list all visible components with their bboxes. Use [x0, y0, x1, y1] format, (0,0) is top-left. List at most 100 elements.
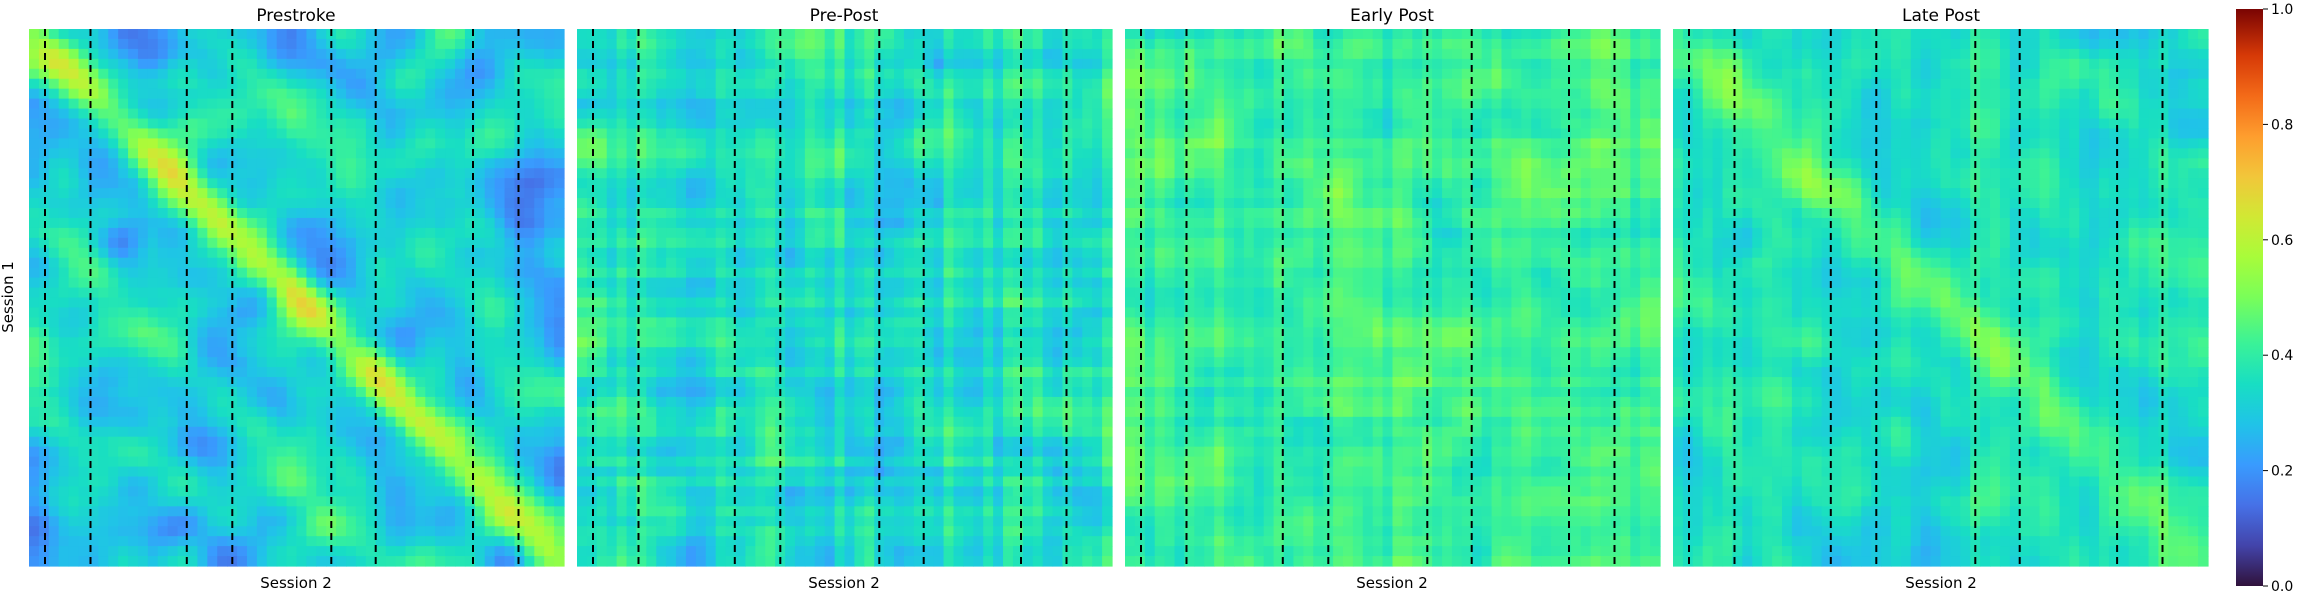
heatmap-cell [933, 68, 945, 80]
heatmap-cell [207, 546, 218, 557]
heatmap-cell [177, 68, 189, 80]
heatmap-cell [187, 158, 199, 169]
heatmap-cell [636, 367, 647, 378]
heatmap-cell [58, 208, 70, 219]
heatmap-cell [864, 357, 875, 368]
heatmap-cell [494, 377, 506, 388]
heatmap-cell [626, 297, 638, 309]
heatmap-cell [177, 58, 189, 70]
heatmap-cell [577, 227, 588, 239]
heatmap-cell [993, 128, 1004, 139]
heatmap-cell [266, 526, 278, 537]
heatmap-cell [58, 387, 70, 398]
heatmap-cell [346, 536, 357, 547]
heatmap-cell [286, 247, 298, 259]
heatmap-cell [1052, 48, 1064, 60]
heatmap-cell [735, 217, 747, 229]
heatmap-cell [336, 217, 347, 229]
heatmap-cell [346, 227, 357, 239]
heatmap-cell [296, 406, 308, 418]
heatmap-cell [1092, 377, 1103, 388]
heatmap-cell [1003, 277, 1014, 289]
heatmap-cell [405, 217, 416, 229]
heatmap-cell [494, 456, 506, 468]
heatmap-cell [785, 38, 796, 50]
heatmap-cell [147, 247, 159, 259]
heatmap-cell [953, 68, 964, 80]
heatmap-cell [695, 128, 707, 139]
heatmap-cell [596, 277, 608, 289]
heatmap-cell [616, 377, 628, 388]
heatmap-cell [78, 237, 90, 249]
heatmap-cell [755, 68, 766, 80]
heatmap-cell [177, 227, 189, 239]
heatmap-cell [943, 118, 955, 130]
heatmap-cell [1042, 29, 1054, 40]
heatmap-cell [993, 357, 1004, 368]
heatmap-cell [504, 526, 516, 537]
heatmap-cell [494, 347, 506, 358]
heatmap-cell [29, 48, 40, 60]
heatmap-cell [256, 277, 268, 289]
heatmap-cell [197, 178, 208, 189]
heatmap-cell [157, 516, 169, 527]
heatmap-cell [973, 227, 984, 239]
heatmap-cell [48, 506, 60, 517]
heatmap-cell [137, 29, 149, 40]
heatmap-cell [1052, 118, 1064, 130]
heatmap-cell [884, 287, 895, 299]
heatmap-cell [88, 118, 99, 130]
heatmap-cell [484, 426, 496, 438]
heatmap-cell [157, 526, 169, 537]
heatmap-cell [854, 168, 865, 179]
heatmap-cell [78, 506, 90, 517]
heatmap-cell [735, 247, 747, 259]
heatmap-cell [336, 496, 347, 507]
heatmap-cell [484, 257, 496, 269]
heatmap-cell [108, 38, 119, 50]
heatmap-cell [554, 108, 565, 120]
heatmap-cell [435, 526, 446, 537]
heatmap-cell [715, 317, 727, 328]
heatmap-cell [636, 198, 647, 209]
heatmap-cell [464, 347, 476, 358]
heatmap-cell [276, 446, 288, 458]
heatmap-cell [266, 217, 278, 229]
heatmap-cell [128, 456, 139, 468]
heatmap-cell [177, 277, 189, 289]
heatmap-cell [544, 456, 555, 468]
heatmap-cell [494, 48, 506, 60]
heatmap-cell [346, 138, 357, 149]
heatmap-cell [365, 526, 377, 537]
heatmap-cell [884, 347, 895, 358]
heatmap-cell [58, 38, 70, 50]
heatmap-cell [1092, 227, 1103, 239]
heatmap-cell [455, 536, 466, 547]
heatmap-cell [98, 108, 109, 120]
heatmap-cell [844, 317, 856, 328]
heatmap-cell [854, 148, 865, 159]
heatmap-cell [554, 237, 565, 249]
heatmap-cell [296, 317, 308, 328]
heatmap-cell [266, 297, 278, 309]
heatmap-cell [365, 257, 377, 269]
heatmap-cell [167, 38, 179, 50]
heatmap-cell [1102, 396, 1113, 408]
heatmap-cell [405, 297, 416, 309]
heatmap-cell [794, 297, 806, 309]
heatmap-cell [646, 128, 657, 139]
heatmap-cell [1082, 58, 1093, 70]
heatmap-cell [415, 198, 426, 209]
heatmap-cell [963, 267, 974, 279]
heatmap-cell [464, 227, 476, 239]
heatmap-cell [745, 68, 756, 80]
heatmap-cell [98, 436, 109, 448]
heatmap-cell [346, 466, 357, 478]
heatmap-cell [306, 556, 317, 567]
heatmap-cell [554, 297, 565, 309]
heatmap-cell [68, 128, 80, 139]
heatmap-cell [306, 307, 317, 318]
heatmap-cell [435, 38, 446, 50]
heatmap-cell [596, 148, 608, 159]
heatmap-cell [98, 29, 109, 40]
